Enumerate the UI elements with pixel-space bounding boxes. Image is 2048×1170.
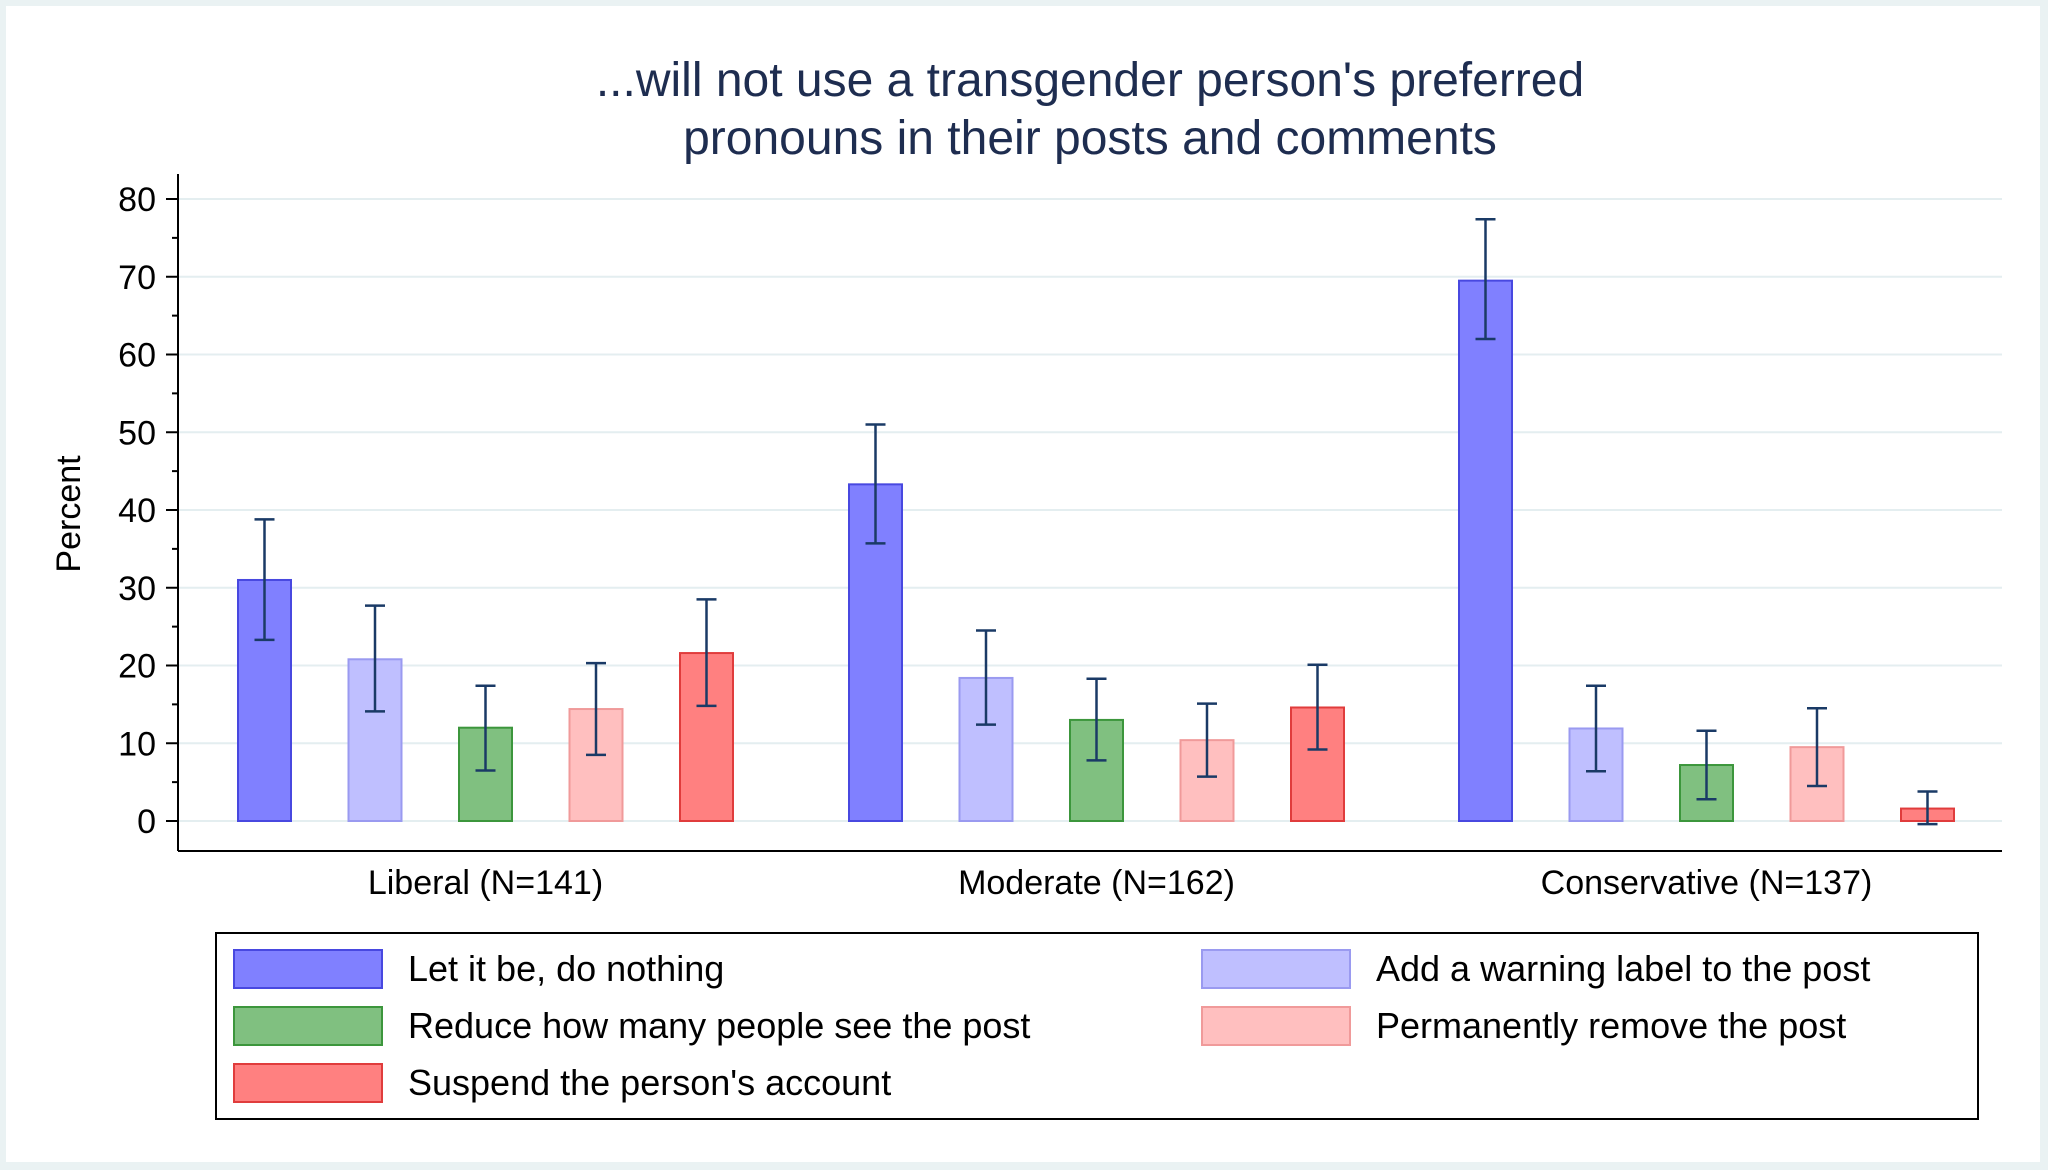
y-tick-label-3: 30	[118, 570, 156, 608]
chart-title-line-2: pronouns in their posts and comments	[683, 112, 1497, 165]
legend-swatch-2	[233, 1006, 383, 1046]
legend-label-0: Let it be, do nothing	[408, 948, 724, 989]
x-category-label-1: Moderate (N=162)	[958, 864, 1235, 902]
legend-swatch-1	[1201, 949, 1351, 989]
y-tick-label-8: 80	[118, 181, 156, 219]
bar-chart: ...will not use a transgender person's p…	[50, 54, 2002, 1120]
legend-label-3: Permanently remove the post	[1376, 1005, 1846, 1046]
y-tick-label-1: 10	[118, 725, 156, 763]
x-category-label-2: Conservative (N=137)	[1541, 864, 1873, 902]
y-tick-label-7: 70	[118, 259, 156, 297]
legend: Let it be, do nothing Add a warning label…	[215, 932, 1979, 1120]
y-tick-label-6: 60	[118, 337, 156, 375]
y-tick-label-5: 50	[118, 414, 156, 452]
bar-2-0	[1458, 279, 1513, 822]
legend-swatch-3	[1201, 1006, 1351, 1046]
y-tick-label-2: 20	[118, 648, 156, 686]
legend-swatch-0	[233, 949, 383, 989]
y-axis-label: Percent	[50, 455, 88, 573]
legend-swatch-4	[233, 1063, 383, 1103]
legend-label-4: Suspend the person's account	[408, 1062, 891, 1103]
chart-frame: ...will not use a transgender person's p…	[6, 6, 2040, 1162]
y-tick-label-4: 40	[118, 492, 156, 530]
legend-box	[215, 932, 1979, 1120]
plot-area: 0 10 20 30 40 50 60 70 80 Liberal (N=141) Moderate…	[118, 174, 2002, 902]
x-category-label-0: Liberal (N=141)	[368, 864, 603, 902]
chart-title-line-1: ...will not use a transgender person's p…	[596, 54, 1584, 107]
legend-label-1: Add a warning label to the post	[1376, 948, 1870, 989]
legend-label-2: Reduce how many people see the post	[408, 1005, 1030, 1046]
y-tick-label-0: 0	[137, 803, 156, 841]
